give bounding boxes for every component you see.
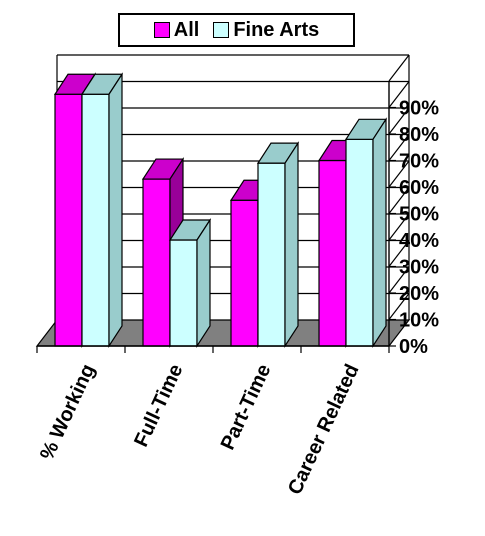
bar — [345, 138, 374, 347]
side-gridline — [388, 81, 410, 108]
legend-swatch-all — [153, 22, 170, 38]
side-gridline — [388, 107, 410, 135]
side-gridline — [388, 293, 410, 320]
y-tick-label: 60% — [399, 177, 439, 199]
x-category-label: Part-Time — [217, 361, 276, 454]
legend-swatch-fine-arts — [213, 22, 230, 38]
bar-side — [372, 117, 387, 349]
x-category-label: % Working — [36, 361, 99, 464]
bar-side — [284, 141, 299, 349]
y-tick-label: 70% — [399, 151, 439, 173]
chart-legend: All Fine Arts — [118, 13, 355, 47]
side-gridline — [388, 240, 410, 267]
bar — [257, 162, 286, 347]
y-tick-label: 50% — [399, 204, 439, 226]
bar — [81, 93, 110, 347]
bar — [54, 93, 83, 347]
side-gridline — [388, 160, 410, 188]
side-gridline — [388, 213, 410, 241]
bar-side — [196, 217, 211, 349]
bar-side — [108, 72, 123, 349]
legend-label-all: All — [173, 18, 200, 41]
y-tick-label: 90% — [399, 98, 439, 120]
bar — [142, 178, 171, 347]
side-gridline — [388, 187, 410, 214]
y-tick-label: 20% — [399, 283, 439, 305]
side-gridline — [388, 54, 410, 82]
y-tick-label: 0% — [399, 336, 428, 358]
x-category-label: Full-Time — [130, 361, 187, 451]
legend-item-all: All — [153, 18, 200, 42]
x-category-label: Career Related — [284, 361, 364, 498]
bar — [318, 159, 347, 347]
y-tick-label: 80% — [399, 124, 439, 146]
y-tick-label: 10% — [399, 310, 439, 332]
bar — [230, 199, 259, 347]
y-tick-label: 40% — [399, 230, 439, 252]
side-gridline — [388, 134, 410, 161]
side-gridline — [388, 266, 410, 294]
legend-label-fine-arts: Fine Arts — [233, 18, 320, 41]
legend-item-fine-arts: Fine Arts — [213, 19, 319, 42]
bar — [169, 239, 198, 347]
y-tick-label: 30% — [399, 257, 439, 279]
